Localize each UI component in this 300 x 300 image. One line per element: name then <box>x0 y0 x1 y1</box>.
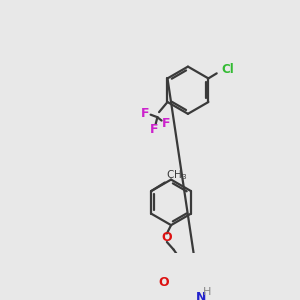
Text: H: H <box>203 287 211 297</box>
Text: O: O <box>162 231 172 244</box>
Text: O: O <box>158 276 169 289</box>
Text: Cl: Cl <box>222 64 235 76</box>
Text: F: F <box>150 122 158 136</box>
Text: CH$_3$: CH$_3$ <box>166 168 187 182</box>
Text: F: F <box>141 107 150 120</box>
Text: N: N <box>196 291 206 300</box>
Text: F: F <box>162 117 170 130</box>
